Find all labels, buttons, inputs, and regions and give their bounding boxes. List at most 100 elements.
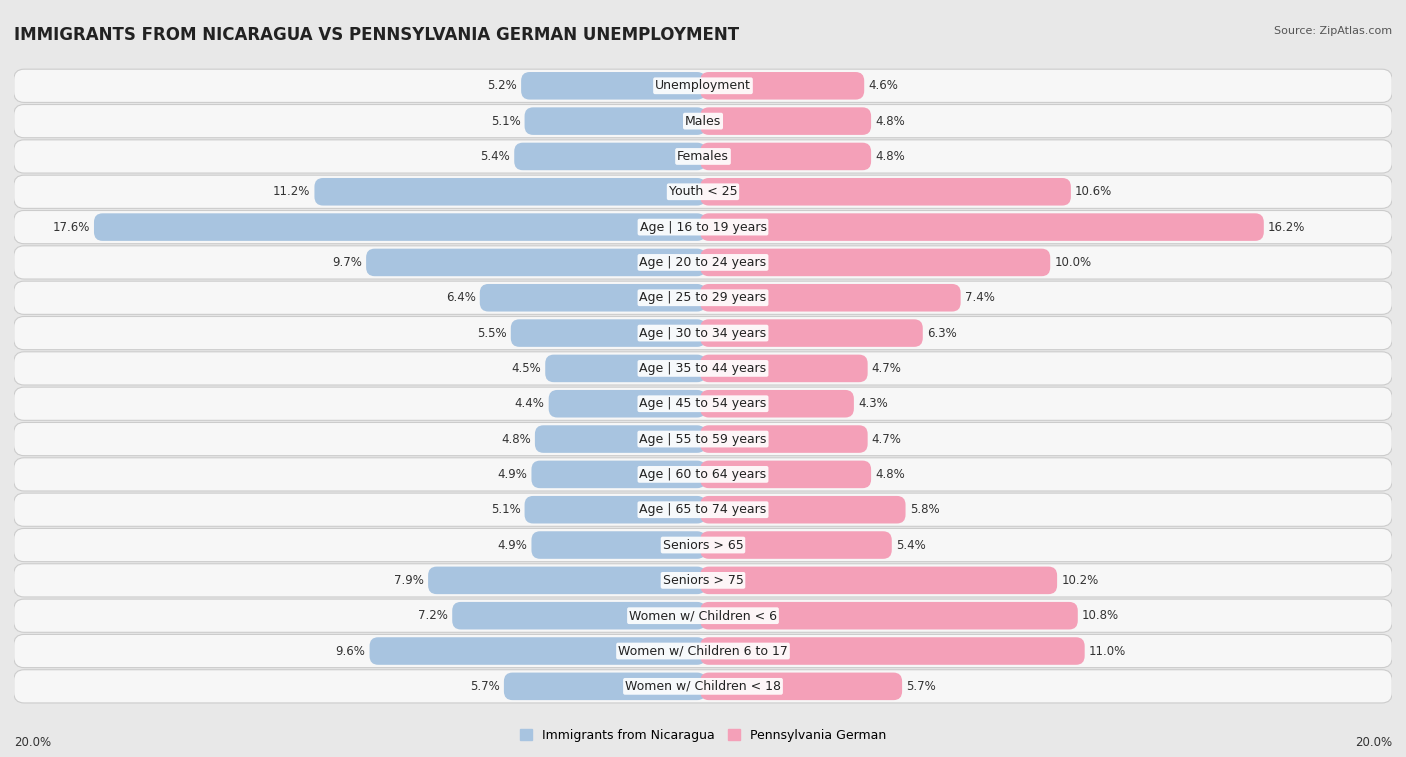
Text: 4.7%: 4.7%: [872, 362, 901, 375]
Text: 4.5%: 4.5%: [512, 362, 541, 375]
FancyBboxPatch shape: [700, 602, 1078, 630]
Text: Unemployment: Unemployment: [655, 79, 751, 92]
Text: 4.8%: 4.8%: [875, 114, 905, 128]
Text: IMMIGRANTS FROM NICARAGUA VS PENNSYLVANIA GERMAN UNEMPLOYMENT: IMMIGRANTS FROM NICARAGUA VS PENNSYLVANI…: [14, 26, 740, 45]
FancyBboxPatch shape: [366, 248, 706, 276]
Legend: Immigrants from Nicaragua, Pennsylvania German: Immigrants from Nicaragua, Pennsylvania …: [515, 724, 891, 747]
Text: Age | 60 to 64 years: Age | 60 to 64 years: [640, 468, 766, 481]
FancyBboxPatch shape: [14, 352, 1392, 385]
FancyBboxPatch shape: [14, 528, 1392, 562]
FancyBboxPatch shape: [534, 425, 706, 453]
FancyBboxPatch shape: [14, 316, 1392, 350]
FancyBboxPatch shape: [14, 69, 1392, 102]
Text: 10.0%: 10.0%: [1054, 256, 1091, 269]
Text: 5.5%: 5.5%: [477, 326, 506, 340]
Text: 5.4%: 5.4%: [896, 538, 925, 552]
Text: 5.1%: 5.1%: [491, 114, 520, 128]
Text: Age | 35 to 44 years: Age | 35 to 44 years: [640, 362, 766, 375]
Text: 11.2%: 11.2%: [273, 185, 311, 198]
FancyBboxPatch shape: [14, 670, 1392, 703]
Text: Age | 25 to 29 years: Age | 25 to 29 years: [640, 291, 766, 304]
FancyBboxPatch shape: [14, 422, 1392, 456]
Text: 9.6%: 9.6%: [336, 644, 366, 658]
FancyBboxPatch shape: [14, 634, 1392, 668]
FancyBboxPatch shape: [94, 213, 706, 241]
FancyBboxPatch shape: [515, 142, 706, 170]
Text: 6.3%: 6.3%: [927, 326, 956, 340]
Text: Women w/ Children < 6: Women w/ Children < 6: [628, 609, 778, 622]
Text: 4.8%: 4.8%: [875, 150, 905, 163]
Text: Age | 45 to 54 years: Age | 45 to 54 years: [640, 397, 766, 410]
Text: Females: Females: [678, 150, 728, 163]
FancyBboxPatch shape: [14, 599, 1392, 632]
FancyBboxPatch shape: [700, 425, 868, 453]
Text: 4.4%: 4.4%: [515, 397, 544, 410]
Text: 6.4%: 6.4%: [446, 291, 475, 304]
Text: 7.4%: 7.4%: [965, 291, 994, 304]
Text: 5.4%: 5.4%: [481, 150, 510, 163]
FancyBboxPatch shape: [700, 142, 872, 170]
FancyBboxPatch shape: [700, 354, 868, 382]
FancyBboxPatch shape: [315, 178, 706, 206]
FancyBboxPatch shape: [700, 531, 891, 559]
FancyBboxPatch shape: [700, 566, 1057, 594]
Text: Youth < 25: Youth < 25: [669, 185, 737, 198]
Text: Age | 55 to 59 years: Age | 55 to 59 years: [640, 432, 766, 446]
Text: 5.1%: 5.1%: [491, 503, 520, 516]
Text: 5.7%: 5.7%: [907, 680, 936, 693]
Text: Source: ZipAtlas.com: Source: ZipAtlas.com: [1274, 26, 1392, 36]
FancyBboxPatch shape: [14, 175, 1392, 208]
FancyBboxPatch shape: [14, 104, 1392, 138]
FancyBboxPatch shape: [700, 178, 1071, 206]
FancyBboxPatch shape: [522, 72, 706, 100]
Text: 9.7%: 9.7%: [332, 256, 361, 269]
Text: 20.0%: 20.0%: [1355, 737, 1392, 749]
Text: 10.2%: 10.2%: [1062, 574, 1098, 587]
FancyBboxPatch shape: [370, 637, 706, 665]
Text: 11.0%: 11.0%: [1088, 644, 1126, 658]
FancyBboxPatch shape: [14, 210, 1392, 244]
FancyBboxPatch shape: [700, 213, 1264, 241]
Text: Seniors > 65: Seniors > 65: [662, 538, 744, 552]
FancyBboxPatch shape: [14, 387, 1392, 420]
FancyBboxPatch shape: [427, 566, 706, 594]
FancyBboxPatch shape: [14, 564, 1392, 597]
Text: Age | 30 to 34 years: Age | 30 to 34 years: [640, 326, 766, 340]
Text: 4.9%: 4.9%: [498, 468, 527, 481]
Text: Women w/ Children 6 to 17: Women w/ Children 6 to 17: [619, 644, 787, 658]
FancyBboxPatch shape: [531, 460, 706, 488]
FancyBboxPatch shape: [700, 496, 905, 524]
Text: 4.6%: 4.6%: [869, 79, 898, 92]
Text: 4.8%: 4.8%: [501, 432, 531, 446]
Text: 4.9%: 4.9%: [498, 538, 527, 552]
FancyBboxPatch shape: [14, 246, 1392, 279]
Text: Males: Males: [685, 114, 721, 128]
FancyBboxPatch shape: [14, 281, 1392, 314]
Text: Age | 16 to 19 years: Age | 16 to 19 years: [640, 220, 766, 234]
FancyBboxPatch shape: [700, 248, 1050, 276]
FancyBboxPatch shape: [503, 672, 706, 700]
Text: 16.2%: 16.2%: [1268, 220, 1305, 234]
Text: 5.7%: 5.7%: [470, 680, 499, 693]
FancyBboxPatch shape: [548, 390, 706, 418]
Text: 4.7%: 4.7%: [872, 432, 901, 446]
FancyBboxPatch shape: [700, 72, 865, 100]
Text: 7.2%: 7.2%: [418, 609, 449, 622]
Text: Age | 20 to 24 years: Age | 20 to 24 years: [640, 256, 766, 269]
Text: 5.8%: 5.8%: [910, 503, 939, 516]
FancyBboxPatch shape: [700, 672, 903, 700]
FancyBboxPatch shape: [700, 284, 960, 312]
FancyBboxPatch shape: [531, 531, 706, 559]
FancyBboxPatch shape: [524, 107, 706, 135]
FancyBboxPatch shape: [14, 458, 1392, 491]
Text: 5.2%: 5.2%: [488, 79, 517, 92]
Text: 10.8%: 10.8%: [1083, 609, 1119, 622]
Text: 10.6%: 10.6%: [1076, 185, 1112, 198]
FancyBboxPatch shape: [700, 460, 872, 488]
FancyBboxPatch shape: [510, 319, 706, 347]
FancyBboxPatch shape: [700, 637, 1084, 665]
Text: 4.8%: 4.8%: [875, 468, 905, 481]
FancyBboxPatch shape: [700, 319, 922, 347]
Text: Age | 65 to 74 years: Age | 65 to 74 years: [640, 503, 766, 516]
FancyBboxPatch shape: [700, 390, 853, 418]
